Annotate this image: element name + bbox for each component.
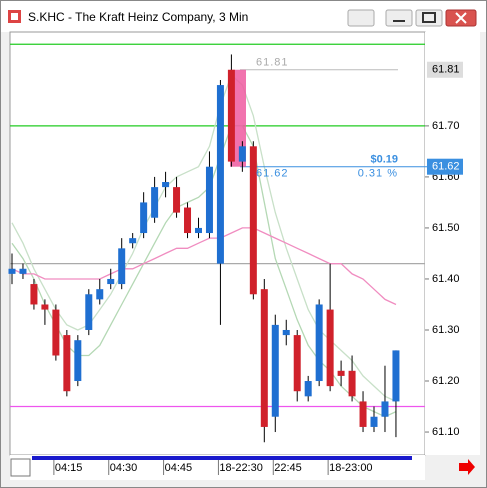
price-axis bbox=[425, 32, 480, 455]
candle-body bbox=[107, 278, 115, 285]
y-tick-label: 61.10 bbox=[432, 426, 460, 438]
candle-body bbox=[326, 309, 334, 387]
x-tick-label: 04:15 bbox=[55, 462, 83, 474]
candle-body bbox=[304, 381, 312, 397]
y-tick-label: 61.30 bbox=[432, 324, 460, 336]
window-title: S.KHC - The Kraft Heinz Company, 3 Min bbox=[28, 10, 248, 24]
candle-body bbox=[381, 401, 389, 417]
chart-layer: 61.81 61.62 $0.19 0.31 % bbox=[8, 43, 430, 443]
candle-body bbox=[129, 238, 137, 244]
candle-body bbox=[238, 146, 246, 162]
candle-body bbox=[41, 304, 49, 310]
candle-body bbox=[63, 335, 71, 392]
candle-body bbox=[359, 401, 367, 427]
candle-body bbox=[392, 350, 400, 402]
candle-body bbox=[315, 304, 323, 382]
x-tick-label: 04:30 bbox=[110, 462, 138, 474]
close-icon bbox=[455, 12, 467, 24]
app-icon-inner bbox=[11, 13, 18, 20]
candle-body bbox=[194, 227, 202, 234]
candle-body bbox=[249, 146, 257, 295]
candle-body bbox=[162, 182, 170, 188]
candle-body bbox=[85, 294, 93, 330]
candle-body bbox=[140, 202, 148, 234]
candle-body bbox=[173, 187, 181, 213]
candle-body bbox=[96, 289, 104, 300]
candle-body bbox=[260, 289, 268, 427]
x-tick-label: 04:45 bbox=[165, 462, 193, 474]
candle-body bbox=[227, 69, 235, 162]
candle-body bbox=[370, 416, 378, 427]
measure-percent-label: 0.31 % bbox=[358, 168, 398, 180]
candle-body bbox=[74, 340, 82, 382]
candle-body bbox=[216, 85, 224, 264]
measure-end-label: 61.62 bbox=[256, 168, 289, 180]
scroll-bar[interactable] bbox=[32, 456, 412, 460]
candle-body bbox=[293, 335, 301, 392]
candle-body bbox=[151, 187, 159, 218]
candle-body bbox=[205, 166, 213, 234]
candle-body bbox=[348, 370, 356, 397]
candle-body bbox=[337, 370, 345, 376]
y-tick-label: 61.50 bbox=[432, 222, 460, 234]
measure-change-label: $0.19 bbox=[370, 154, 398, 166]
candle-body bbox=[271, 324, 279, 417]
price-box-start-label: 61.81 bbox=[432, 64, 460, 76]
y-tick-label: 61.40 bbox=[432, 273, 460, 285]
candle-body bbox=[19, 268, 27, 274]
candle-body bbox=[282, 329, 290, 336]
y-tick-label: 61.20 bbox=[432, 375, 460, 387]
candle-body bbox=[184, 207, 192, 234]
candle-body bbox=[8, 268, 16, 274]
candle-body bbox=[52, 309, 60, 356]
scroll-box[interactable] bbox=[10, 458, 31, 477]
minimize-button[interactable] bbox=[385, 9, 413, 27]
maximize-icon bbox=[422, 12, 436, 23]
moving-average bbox=[11, 227, 397, 306]
x-tick-label: 18-22:30 bbox=[219, 462, 262, 474]
price-box-start bbox=[427, 61, 463, 78]
candle-body bbox=[30, 284, 38, 305]
candle-body bbox=[118, 248, 126, 285]
price-box-end bbox=[427, 158, 463, 175]
measure-start-label: 61.81 bbox=[256, 57, 289, 69]
link-button[interactable] bbox=[347, 9, 375, 27]
x-tick-label: 22:45 bbox=[274, 462, 302, 474]
scroll-arrow[interactable] bbox=[459, 459, 475, 475]
y-tick-label: 61.70 bbox=[432, 120, 460, 132]
price-box-end-label: 61.62 bbox=[432, 161, 460, 173]
x-tick-label: 18-23:00 bbox=[329, 462, 372, 474]
